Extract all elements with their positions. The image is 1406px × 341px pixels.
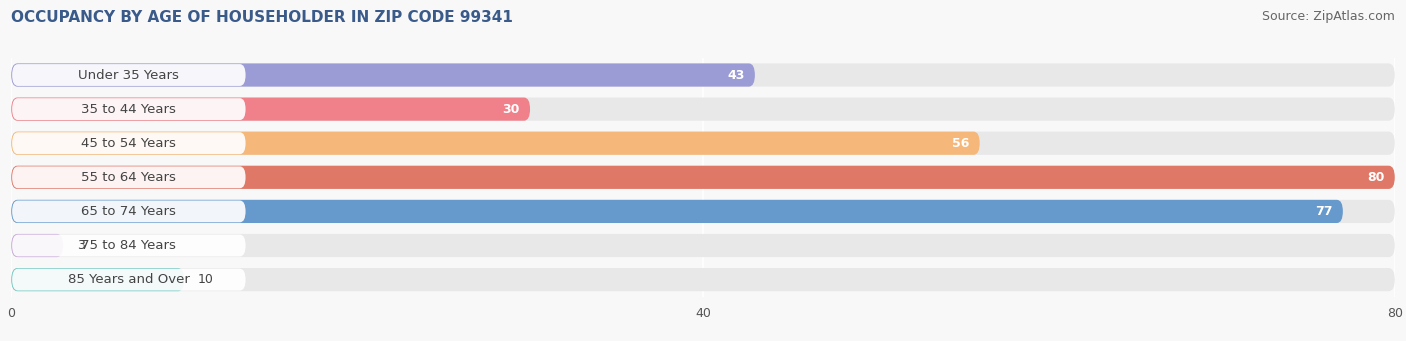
FancyBboxPatch shape [11,234,1395,257]
FancyBboxPatch shape [13,235,246,256]
FancyBboxPatch shape [11,63,1395,87]
FancyBboxPatch shape [11,200,1395,223]
Text: Source: ZipAtlas.com: Source: ZipAtlas.com [1261,10,1395,23]
Text: Under 35 Years: Under 35 Years [79,69,180,81]
FancyBboxPatch shape [11,166,1395,189]
FancyBboxPatch shape [11,63,755,87]
Text: 30: 30 [502,103,520,116]
FancyBboxPatch shape [13,166,246,188]
FancyBboxPatch shape [11,234,63,257]
FancyBboxPatch shape [11,98,530,121]
FancyBboxPatch shape [13,98,246,120]
Text: 65 to 74 Years: 65 to 74 Years [82,205,176,218]
Text: 43: 43 [727,69,745,81]
Text: 75 to 84 Years: 75 to 84 Years [82,239,176,252]
Text: 3: 3 [77,239,84,252]
FancyBboxPatch shape [11,268,184,291]
FancyBboxPatch shape [11,200,1343,223]
FancyBboxPatch shape [13,64,246,86]
FancyBboxPatch shape [11,268,1395,291]
Text: OCCUPANCY BY AGE OF HOUSEHOLDER IN ZIP CODE 99341: OCCUPANCY BY AGE OF HOUSEHOLDER IN ZIP C… [11,10,513,25]
Text: 77: 77 [1315,205,1333,218]
Text: 55 to 64 Years: 55 to 64 Years [82,171,176,184]
Text: 10: 10 [198,273,214,286]
Text: 45 to 54 Years: 45 to 54 Years [82,137,176,150]
FancyBboxPatch shape [13,201,246,222]
Text: 56: 56 [952,137,969,150]
Text: 80: 80 [1367,171,1385,184]
FancyBboxPatch shape [11,132,980,155]
FancyBboxPatch shape [13,269,246,291]
FancyBboxPatch shape [11,98,1395,121]
FancyBboxPatch shape [11,166,1395,189]
FancyBboxPatch shape [11,132,1395,155]
Text: 85 Years and Over: 85 Years and Over [67,273,190,286]
FancyBboxPatch shape [13,132,246,154]
Text: 35 to 44 Years: 35 to 44 Years [82,103,176,116]
